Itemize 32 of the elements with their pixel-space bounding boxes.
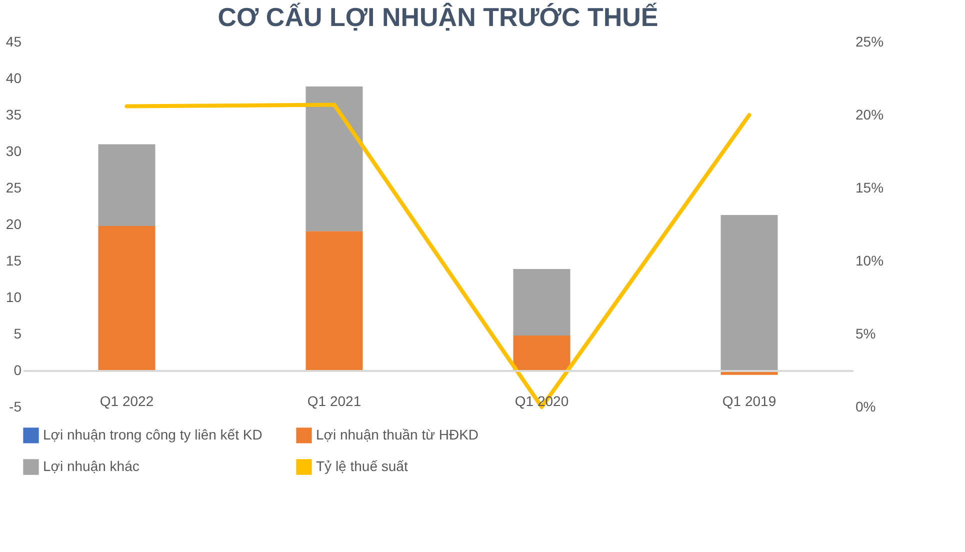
y2-tick-label: 5% <box>856 326 876 342</box>
x-tick-label: Q1 2021 <box>307 393 362 409</box>
bar <box>306 86 363 232</box>
bar <box>306 231 363 370</box>
y-tick-label: 0 <box>14 362 22 378</box>
legend-label: Lợi nhuận trong công ty liên kết KD <box>43 426 262 442</box>
y-tick-label: 40 <box>6 70 22 86</box>
x-tick-label: Q1 2022 <box>100 393 154 409</box>
bar <box>513 335 570 370</box>
y-tick-label: 35 <box>6 106 22 122</box>
legend-label: Tỷ lệ thuế suất <box>316 458 408 474</box>
y-tick-label: 15 <box>6 252 22 268</box>
bar <box>513 269 570 336</box>
bar <box>720 215 778 370</box>
chart-title: CƠ CẤU LỢI NHUẬN TRƯỚC THUẾ <box>218 2 658 32</box>
y-tick-label: -5 <box>9 398 22 414</box>
legend-label: Lợi nhuận khác <box>43 458 140 474</box>
x-tick-label: Q1 2019 <box>722 393 776 409</box>
y-tick-label: 30 <box>6 143 22 159</box>
y-tick-label: 10 <box>6 289 22 305</box>
y-tick-label: 5 <box>14 326 22 342</box>
legend-label: Lợi nhuận thuần từ HĐKD <box>316 426 479 442</box>
y-tick-label: 25 <box>6 180 22 196</box>
bar <box>98 144 156 226</box>
y-tick-label: 45 <box>6 34 22 50</box>
bar <box>98 226 156 370</box>
y2-tick-label: 15% <box>856 180 884 196</box>
y2-tick-label: 10% <box>856 252 884 268</box>
y-tick-label: 20 <box>6 216 22 232</box>
y2-tick-label: 0% <box>856 398 876 414</box>
y2-tick-label: 25% <box>856 34 884 50</box>
y2-tick-label: 20% <box>856 106 884 122</box>
